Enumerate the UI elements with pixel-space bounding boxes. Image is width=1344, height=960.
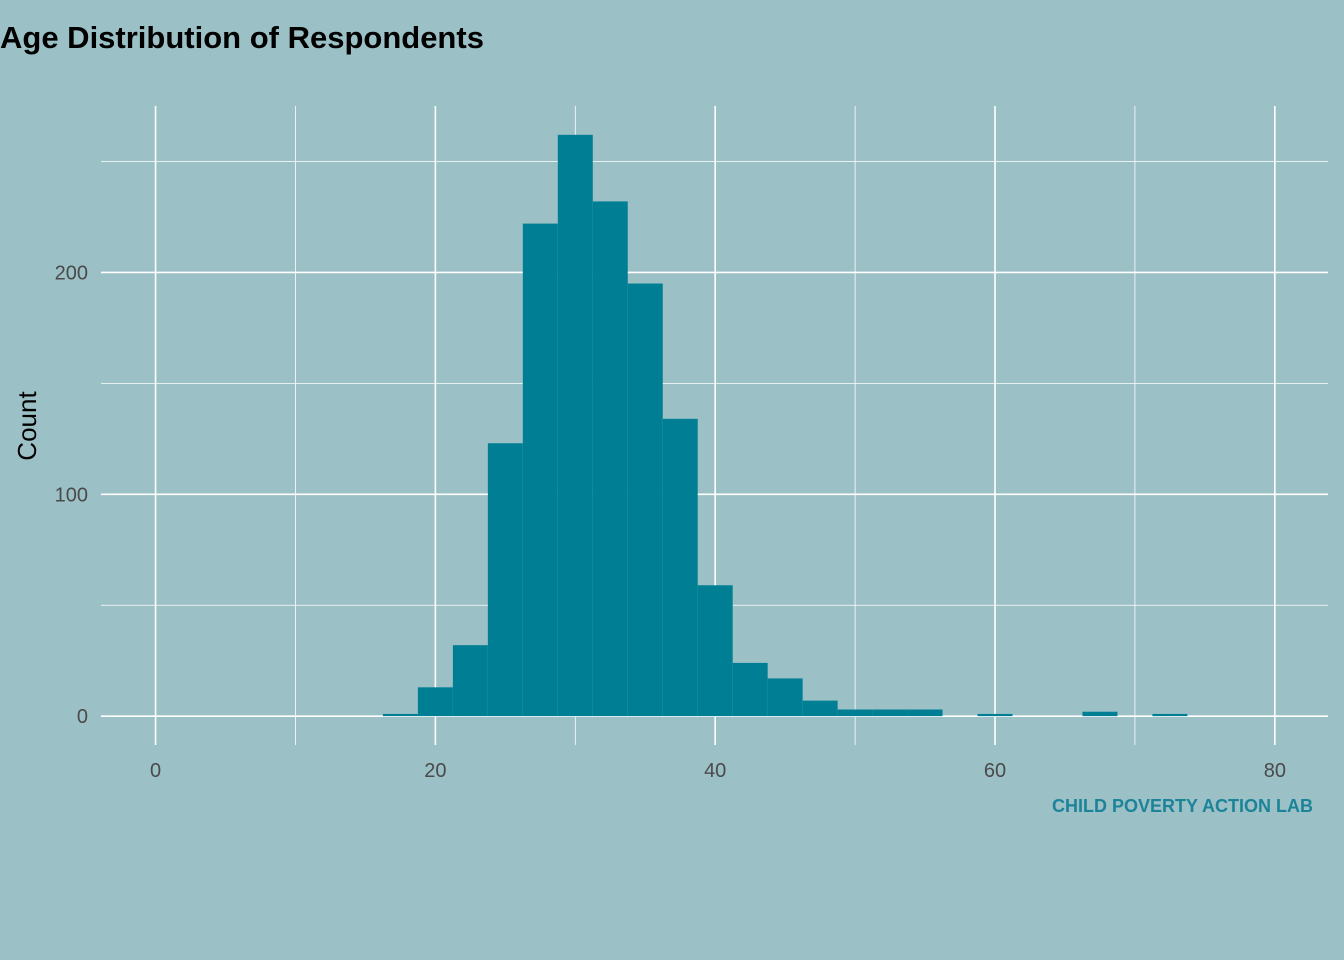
histogram-bar: [1152, 713, 1188, 717]
histogram-bar: [732, 662, 768, 717]
histogram-bar: [837, 709, 873, 717]
histogram-bar: [452, 645, 488, 717]
histogram-bar: [697, 585, 733, 717]
y-tick-label: 0: [77, 706, 88, 728]
y-axis-label: Count: [12, 391, 42, 461]
x-tick-label: 80: [1264, 760, 1286, 782]
histogram-bar: [802, 700, 838, 717]
histogram-bar: [557, 134, 593, 717]
x-tick-label: 60: [984, 760, 1006, 782]
histogram-bar: [977, 713, 1013, 717]
y-tick-label: 100: [55, 484, 88, 506]
chart-title: Age Distribution of Respondents: [0, 20, 484, 55]
histogram-bar: [522, 223, 558, 717]
histogram-bar: [417, 687, 453, 717]
x-tick-label: 20: [424, 760, 446, 782]
histogram-bars: [382, 134, 1188, 717]
x-tick-label: 0: [150, 760, 161, 782]
x-axis-tick-labels: 0 20 40 60 80: [150, 760, 1286, 782]
histogram-bar: [627, 283, 663, 717]
histogram-bar: [767, 678, 803, 717]
histogram-bar: [907, 709, 943, 717]
histogram-bar: [662, 418, 698, 717]
y-tick-label: 200: [55, 262, 88, 284]
histogram-bar: [592, 201, 628, 717]
histogram-bar: [872, 709, 908, 717]
histogram-bar: [487, 443, 523, 717]
y-axis-tick-labels: 0 100 200: [55, 262, 88, 728]
histogram-bar: [382, 713, 418, 717]
x-tick-label: 40: [704, 760, 726, 782]
caption-source: CHILD POVERTY ACTION LAB: [1052, 796, 1313, 816]
histogram-bar: [1082, 711, 1118, 717]
